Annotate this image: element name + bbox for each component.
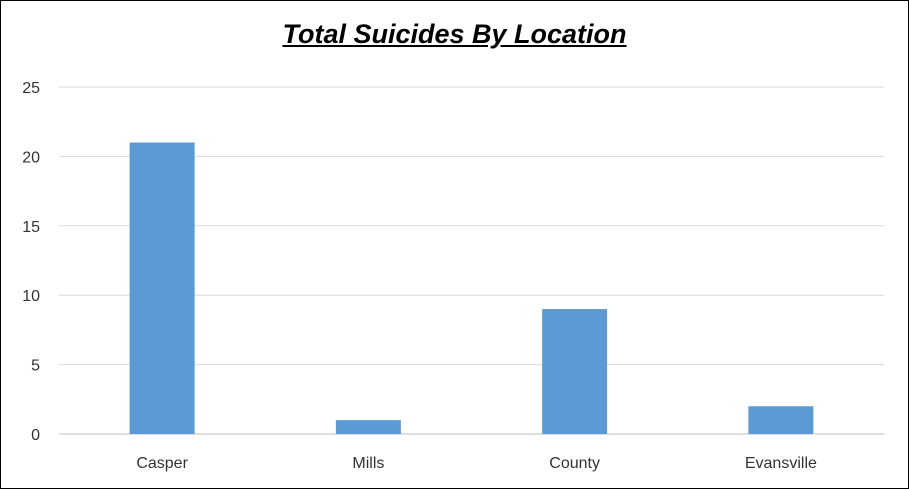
y-tick-label: 20	[22, 149, 40, 166]
y-axis-ticks: 0 5 10 15 20 25	[22, 80, 40, 444]
x-tick-label: Casper	[136, 455, 188, 472]
bar-evansville	[748, 406, 814, 434]
x-axis-ticks: Casper Mills County Evansville	[136, 455, 817, 472]
x-tick-label: Mills	[352, 455, 384, 472]
y-tick-label: 5	[31, 358, 40, 375]
x-tick-label: Evansville	[745, 455, 817, 472]
bars	[129, 142, 814, 434]
y-tick-label: 15	[22, 219, 40, 236]
chart-title: Total Suicides By Location	[282, 19, 627, 49]
y-tick-label: 10	[22, 288, 40, 305]
bar-county	[542, 309, 608, 434]
bar-casper	[129, 142, 195, 434]
y-tick-label: 25	[22, 80, 40, 97]
gridlines	[59, 86, 884, 435]
y-tick-label: 0	[31, 427, 40, 444]
bar-mills	[335, 420, 401, 434]
x-tick-label: County	[549, 455, 600, 472]
